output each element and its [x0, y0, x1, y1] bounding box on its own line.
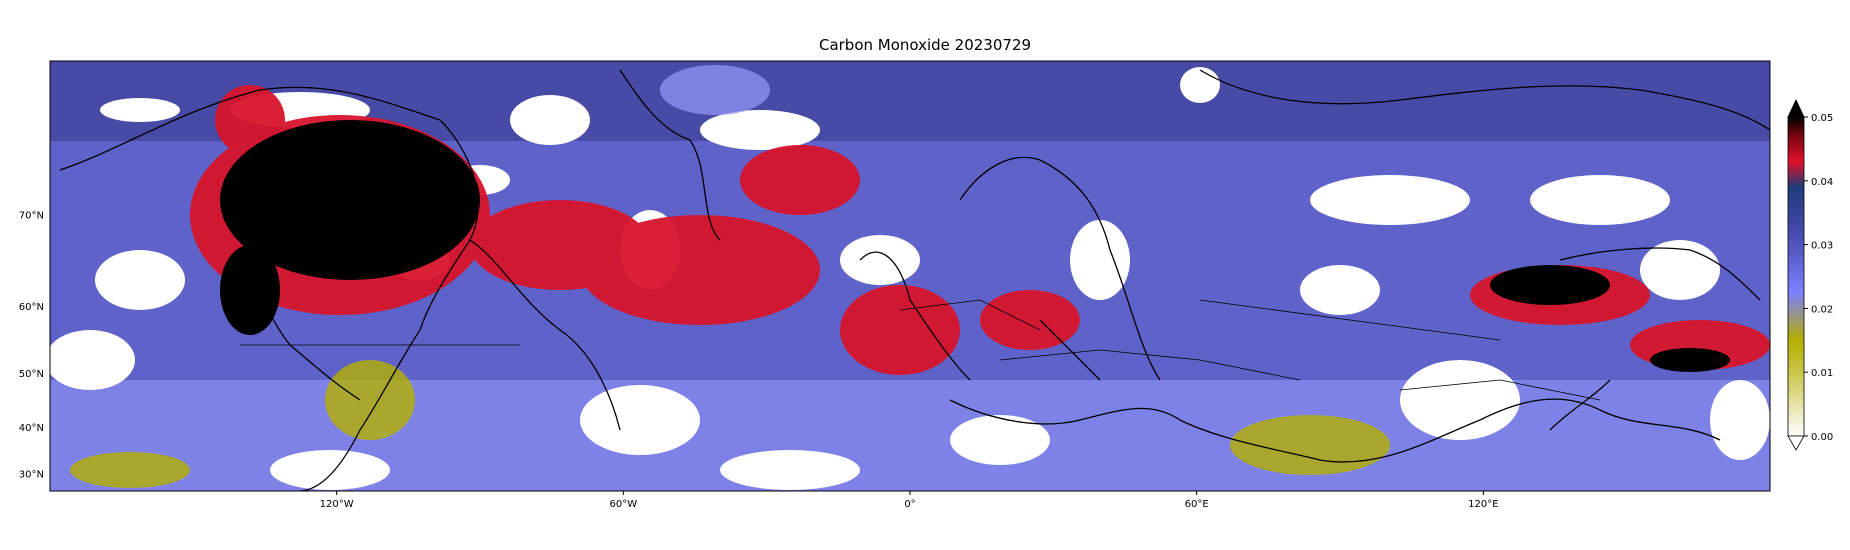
- lat-tick-label: 30°N: [19, 470, 44, 481]
- longitude-labels: 120°W 60°W 0° 60°E 120°E: [320, 491, 1499, 510]
- colorbar-tick-label: 0.05: [1811, 113, 1833, 124]
- lon-tick-label: 60°E: [1185, 499, 1209, 510]
- lon-tick-label: 120°W: [320, 499, 354, 510]
- colorbar-tick-label: 0.03: [1811, 241, 1833, 252]
- country-borders: [240, 299, 1601, 401]
- colorbar-extend-max: [1787, 99, 1805, 118]
- colorbar-tick-label: 0.01: [1811, 368, 1833, 379]
- colorbar-gradient: [1787, 116, 1805, 437]
- colorbar: 0.00 0.01 0.02 0.03 0.04 0.05: [1787, 99, 1833, 451]
- coastlines: [59, 69, 1770, 491]
- lat-tick-label: 40°N: [19, 423, 44, 434]
- colorbar-tick-label: 0.04: [1811, 177, 1833, 188]
- lat-tick-label: 60°N: [19, 302, 44, 313]
- lat-tick-label: 50°N: [19, 369, 44, 380]
- low-co-areas: [70, 65, 1390, 488]
- very-high-co: [220, 120, 1730, 372]
- lat-tick-label: 70°N: [19, 210, 44, 221]
- co-map-field: [50, 61, 1770, 491]
- latitude-labels: 70°N 60°N 50°N 40°N 30°N: [19, 210, 44, 480]
- lon-tick-label: 120°E: [1468, 499, 1498, 510]
- colorbar-tick-label: 0.02: [1811, 304, 1833, 315]
- lon-tick-label: 0°: [904, 499, 915, 510]
- lon-tick-label: 60°W: [610, 499, 638, 510]
- colorbar-extend-min: [1787, 435, 1805, 451]
- map-title: Carbon Monoxide 20230729: [818, 36, 1032, 54]
- colorbar-tick-label: 0.00: [1811, 432, 1833, 443]
- colorbar-ticks: 0.00 0.01 0.02 0.03 0.04 0.05: [1804, 113, 1833, 443]
